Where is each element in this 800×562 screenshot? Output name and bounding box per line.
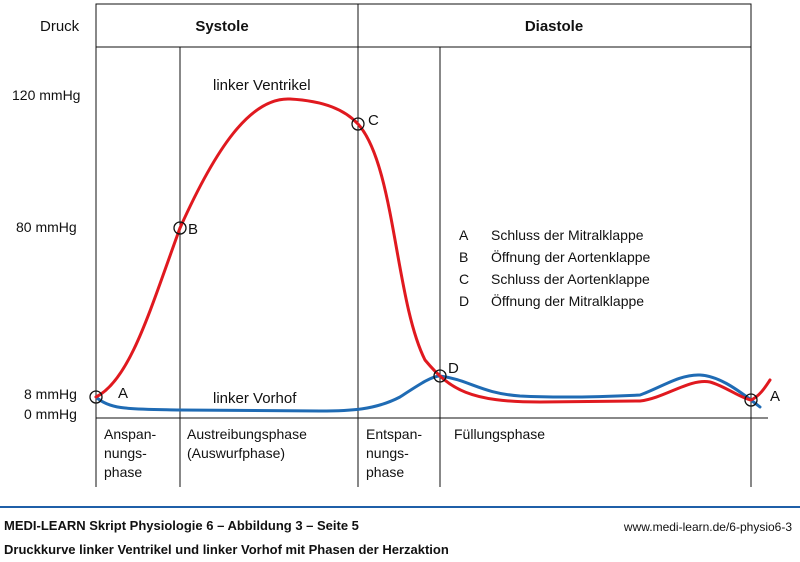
y-tick-120: 120 mmHg — [12, 87, 80, 103]
marker-d-circle — [433, 369, 447, 383]
phase-entspannung-line-1: Entspan- — [366, 426, 422, 442]
phase-anspannung-line-3: phase — [104, 464, 142, 480]
footer-rule — [0, 506, 800, 508]
legend-text: Schluss der Aortenklappe — [491, 271, 650, 287]
legend-text: Öffnung der Mitralklappe — [491, 292, 644, 309]
marker-d-label: D — [448, 360, 459, 377]
footer-url: www.medi-learn.de/6-physio6-3 — [623, 520, 792, 534]
y-tick-0: 0 mmHg — [24, 406, 77, 422]
footer-caption: Druckkurve linker Ventrikel und linker V… — [4, 542, 449, 557]
legend: A Schluss der Mitralklappe B Öffnung der… — [459, 227, 651, 309]
diastole-label: Diastole — [525, 18, 583, 35]
marker-c-label: C — [368, 112, 379, 129]
y-tick-8: 8 mmHg — [24, 386, 77, 402]
legend-text: Schluss der Mitralklappe — [491, 227, 644, 243]
phase-entspannung-line-3: phase — [366, 464, 404, 480]
phase-anspannung-line-1: Anspan- — [104, 426, 156, 442]
phase-austreibung-line-1: Austreibungsphase — [187, 426, 307, 442]
systole-label: Systole — [195, 18, 248, 35]
ventricle-pressure-curve — [94, 97, 772, 404]
legend-key: A — [459, 227, 469, 243]
marker-c-circle — [351, 117, 365, 131]
legend-key: B — [459, 249, 468, 265]
footer-title: MEDI-LEARN Skript Physiologie 6 – Abbild… — [4, 518, 359, 533]
marker-a-end-label: A — [770, 388, 780, 405]
y-axis-label: Druck — [40, 18, 80, 35]
marker-b-circle — [173, 221, 187, 235]
marker-a-end-circle — [744, 393, 758, 407]
legend-text: Öffnung der Aortenklappe — [491, 248, 651, 265]
marker-b-label: B — [188, 221, 198, 238]
header-frame — [95, 3, 752, 48]
marker-a-start-label: A — [118, 385, 128, 402]
legend-key: D — [459, 293, 469, 309]
phase-fuellung-label: Füllungsphase — [454, 426, 545, 442]
atrium-pressure-curve — [94, 373, 762, 413]
phase-anspannung-line-2: nungs- — [104, 445, 147, 461]
legend-key: C — [459, 271, 469, 287]
phase-entspannung-line-2: nungs- — [366, 445, 409, 461]
marker-a-start-circle — [89, 390, 103, 404]
atrium-curve-label: linker Vorhof — [213, 390, 297, 407]
ventricle-curve-label: linker Ventrikel — [213, 77, 311, 94]
y-tick-80: 80 mmHg — [16, 219, 77, 235]
phase-austreibung-line-2: (Auswurfphase) — [187, 445, 285, 461]
